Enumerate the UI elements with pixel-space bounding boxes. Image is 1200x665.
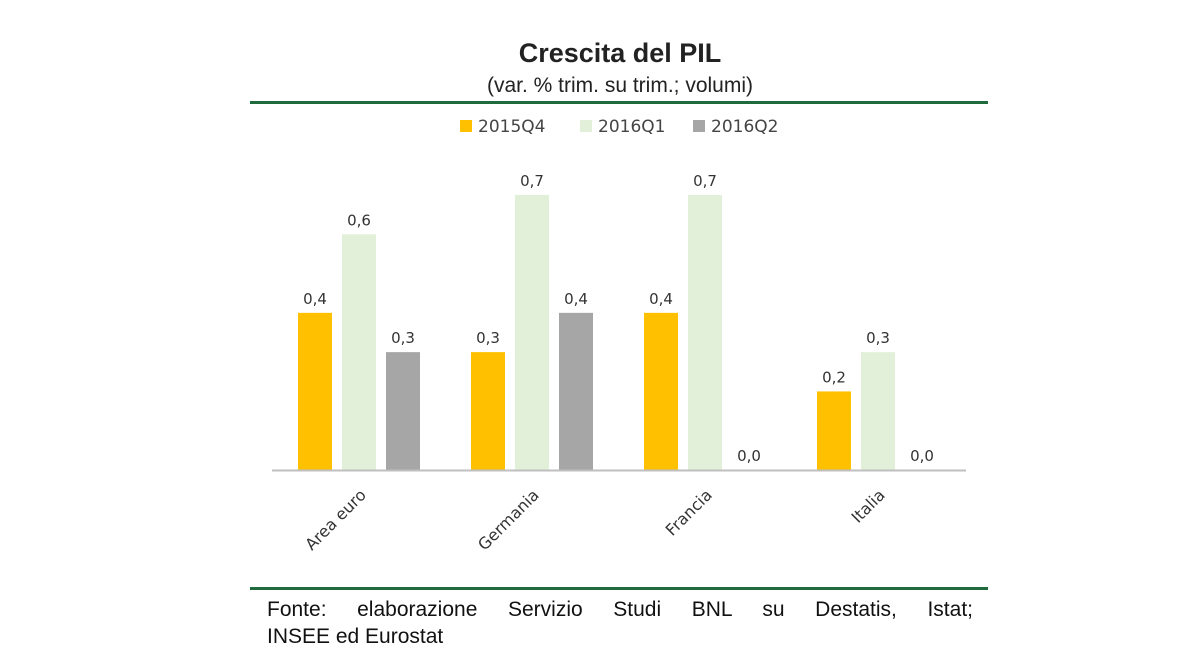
bar-italia-2016Q1 (861, 352, 895, 470)
value-label-francia-2015Q4: 0,4 (649, 290, 673, 308)
value-label-italia-2016Q2: 0,0 (910, 447, 934, 465)
category-labels: Area euro Germania Francia Italia (301, 485, 889, 554)
value-label-area-euro-2015Q4: 0,4 (303, 290, 327, 308)
chart-title: Crescita del PIL (518, 38, 722, 68)
value-label-francia-2016Q2: 0,0 (737, 447, 761, 465)
bar-germania-2016Q1 (515, 195, 549, 470)
value-label-area-euro-2016Q2: 0,3 (391, 329, 415, 347)
category-label-germania: Germania (474, 485, 543, 554)
bar-area-euro-2016Q1 (342, 234, 376, 470)
category-label-italia: Italia (847, 485, 888, 526)
legend-swatch-2016Q1 (580, 120, 592, 132)
source-note-line-1: Fonte: elaborazione Servizio Studi BNL s… (267, 598, 973, 621)
legend-label-2015Q4: 2015Q4 (478, 117, 545, 137)
source-note-line-2: INSEE ed Eurostat (267, 625, 444, 648)
category-label-francia: Francia (662, 485, 716, 539)
bar-germania-2015Q4 (471, 352, 505, 470)
bar-area-euro-2015Q4 (298, 312, 332, 470)
category-label-area-euro: Area euro (301, 485, 370, 554)
bar-francia-2015Q4 (644, 312, 678, 470)
bar-italia-2015Q4 (817, 391, 851, 470)
bars: 0,4 0,6 0,3 0,3 0,7 0,4 0,4 0,7 0,0 0,2 0,3 0,0 (298, 172, 934, 470)
legend-label-2016Q1: 2016Q1 (598, 117, 665, 137)
bar-area-euro-2016Q2 (386, 352, 420, 470)
value-label-germania-2016Q2: 0,4 (564, 290, 588, 308)
bar-francia-2016Q1 (688, 195, 722, 470)
value-label-area-euro-2016Q1: 0,6 (347, 211, 371, 229)
bar-germania-2016Q2 (559, 312, 593, 470)
value-label-francia-2016Q1: 0,7 (693, 172, 717, 190)
bottom-rule (250, 587, 988, 590)
legend-swatch-2016Q2 (693, 120, 705, 132)
value-label-italia-2015Q4: 0,2 (822, 368, 846, 386)
chart-subtitle: (var. % trim. su trim.; volumi) (486, 74, 754, 97)
legend-label-2016Q2: 2016Q2 (711, 117, 778, 137)
value-label-italia-2016Q1: 0,3 (866, 329, 890, 347)
value-label-germania-2016Q1: 0,7 (520, 172, 544, 190)
legend: 2015Q4 2016Q1 2016Q2 (460, 117, 778, 137)
value-label-germania-2015Q4: 0,3 (476, 329, 500, 347)
top-rule (250, 101, 988, 104)
source-note: Fonte: elaborazione Servizio Studi BNL s… (267, 596, 973, 650)
bar-chart: 2015Q4 2016Q1 2016Q2 0,40,60,3 0,30,70,4 0,4… (272, 117, 966, 554)
legend-swatch-2015Q4 (460, 120, 472, 132)
